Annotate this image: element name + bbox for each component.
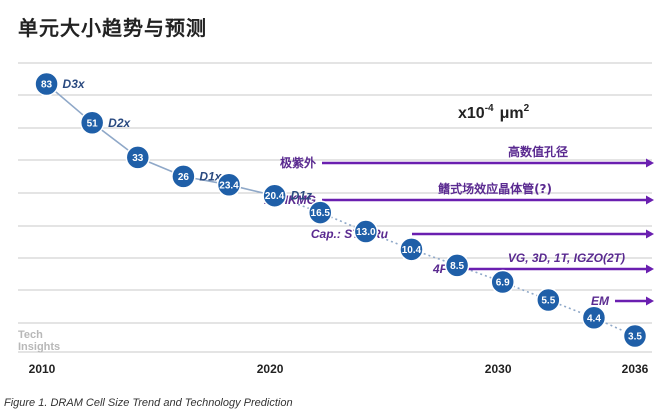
techinsights-logo-bottom: Insights <box>18 341 60 353</box>
arrow-left-label-0: 极紫外 <box>280 155 316 170</box>
arrow-head-4 <box>646 296 654 306</box>
data-label-7: 13.0 <box>356 227 376 238</box>
arrow-right-label-0: 高数值孔径 <box>508 144 568 159</box>
data-point-11 <box>536 287 561 313</box>
arrow-head-0 <box>646 158 654 168</box>
x-tick-2036: 2036 <box>622 362 649 376</box>
data-label-9: 8.5 <box>450 261 464 272</box>
data-label-12: 4.4 <box>587 313 601 324</box>
data-label-13: 3.5 <box>628 332 642 343</box>
data-point-10 <box>490 269 515 295</box>
data-point-1 <box>79 110 105 136</box>
node-label-d1x: D1x <box>199 169 222 183</box>
data-point-2 <box>125 145 151 170</box>
arrow-head-1 <box>646 195 654 205</box>
trend-line-historical <box>46 83 275 197</box>
chart-title: 单元大小趋势与预测 <box>18 16 207 40</box>
arrow-head-2 <box>646 229 654 239</box>
x-axis-ticks: 2010 2020 2030 2036 <box>29 362 649 376</box>
data-point-13 <box>622 323 648 349</box>
data-label-4: 23.4 <box>219 180 239 191</box>
data-point-9 <box>444 253 470 278</box>
techinsights-logo-top: Tech <box>18 329 43 341</box>
data-label-0: 83 <box>41 80 53 91</box>
data-label-2: 33 <box>132 153 144 164</box>
x-tick-2030: 2030 <box>485 362 512 376</box>
data-label-10: 6.9 <box>496 277 510 288</box>
data-point-7 <box>353 219 379 244</box>
data-point-8 <box>399 237 424 262</box>
data-point-0 <box>34 71 59 97</box>
data-point-6 <box>308 200 333 225</box>
data-point-5 <box>262 183 287 208</box>
unit-label: x10-4 μm2 <box>458 103 530 122</box>
x-tick-2020: 2020 <box>257 362 284 376</box>
node-label-d3x: D3x <box>63 77 86 91</box>
data-point-3 <box>171 164 196 189</box>
data-point-4 <box>216 172 242 198</box>
arrow-right-label-1: 鳍式场效应晶体管(?) <box>438 181 552 196</box>
data-label-3: 26 <box>178 172 190 183</box>
arrow-head-3 <box>646 264 654 274</box>
x-tick-2010: 2010 <box>29 362 56 376</box>
figure-caption: Figure 1. DRAM Cell Size Trend and Techn… <box>4 397 293 409</box>
gridlines <box>18 62 652 353</box>
node-label-d1z: D1z <box>291 189 312 203</box>
data-label-5: 20.4 <box>265 191 285 202</box>
data-point-12 <box>581 305 607 331</box>
data-label-8: 10.4 <box>402 245 422 256</box>
arrow-left-label-4: EM <box>591 294 610 308</box>
node-label-d2x: D2x <box>108 116 131 130</box>
arrow-right-label-3: VG, 3D, 1T, IGZO(2T) <box>508 251 625 265</box>
data-label-1: 51 <box>87 118 99 129</box>
data-label-11: 5.5 <box>541 296 555 307</box>
data-label-6: 16.5 <box>311 208 331 219</box>
